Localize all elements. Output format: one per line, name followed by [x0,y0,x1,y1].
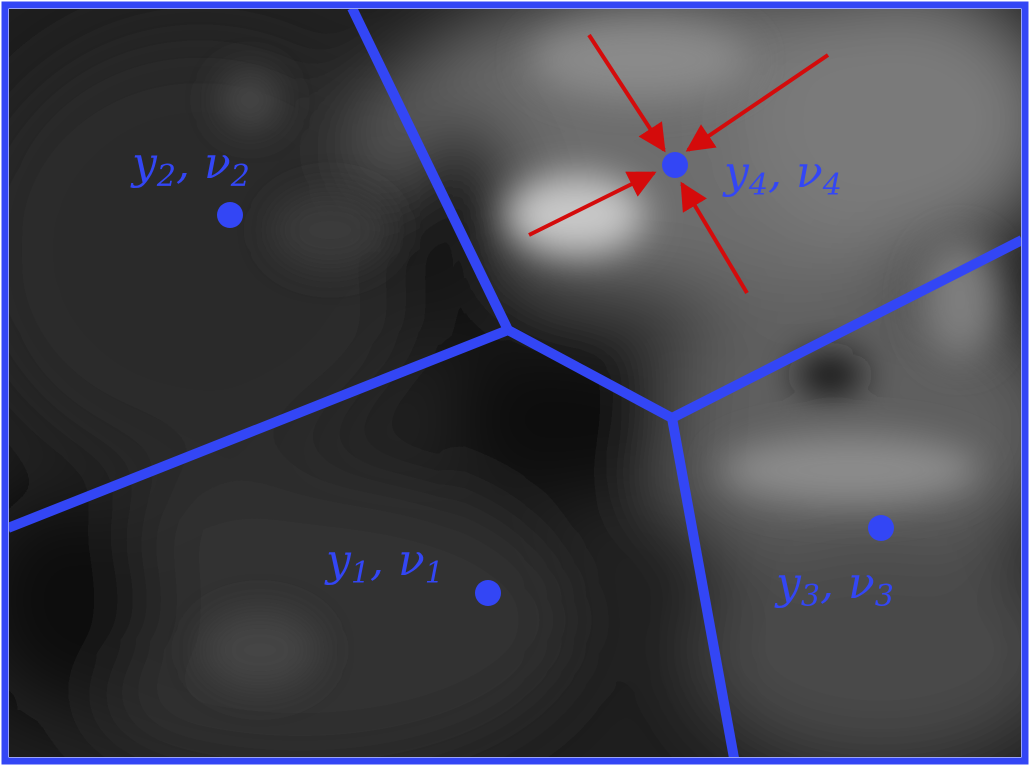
site-3-point [868,515,894,541]
sites [217,152,894,606]
boundary-cell1-cell2 [9,325,510,533]
site-labels: y1, ν1 y2, ν2 y3, ν3 y4, ν4 [130,138,894,614]
cell-boundaries [9,9,1021,757]
site-2-label: y2, ν2 [130,138,250,194]
site-1-label: y1, ν1 [324,535,444,591]
arrow-from-bottom-right [680,181,749,295]
arrow-from-top-right [685,53,830,152]
boundary-cell2-cell4 [347,9,513,333]
boundary-cell1-cell3 [667,417,739,757]
site-4-point [662,152,688,178]
boundary-cell3-cell4 [669,235,1021,423]
boundary-cell1-cell4 [505,325,675,423]
site-1-point [475,580,501,606]
arrow-from-top-left [587,33,666,153]
arrow-from-bottom-left [528,171,657,237]
site-3-label: y3, ν3 [774,558,894,614]
site-4-label: y4, ν4 [722,147,842,203]
site-2-point [217,202,243,228]
convergence-arrows [528,33,830,295]
